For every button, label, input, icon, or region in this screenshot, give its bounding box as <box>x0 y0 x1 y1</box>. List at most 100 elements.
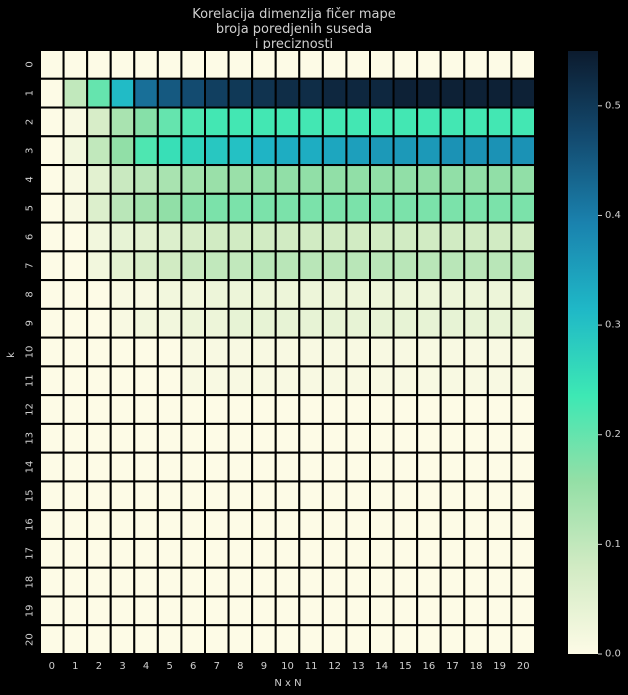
heatmap-cell <box>298 192 324 224</box>
x-tick-label: 12 <box>328 661 341 672</box>
heatmap-cell <box>133 509 159 540</box>
heatmap-cell <box>439 221 466 253</box>
heatmap-cell <box>510 279 536 310</box>
heatmap-cell <box>369 422 395 454</box>
heatmap-cell <box>369 566 395 598</box>
y-tick-label: 14 <box>25 461 36 474</box>
heatmap-cell <box>86 164 112 195</box>
heatmap-cell <box>204 624 230 656</box>
heatmap-cell <box>416 537 442 569</box>
heatmap-cell <box>369 135 395 167</box>
heatmap-cell <box>39 537 65 569</box>
heatmap-cell <box>204 250 230 282</box>
heatmap-cell <box>156 480 183 512</box>
heatmap-cell <box>133 279 159 310</box>
heatmap-cell <box>156 595 183 627</box>
heatmap-cell <box>345 422 371 454</box>
heatmap-cell <box>463 566 489 598</box>
heatmap-cell <box>416 365 442 397</box>
heatmap-cell <box>86 336 112 368</box>
heatmap-cell <box>204 537 230 569</box>
heatmap-cell <box>227 164 254 195</box>
heatmap-cell <box>133 106 159 138</box>
heatmap-cell <box>62 566 89 598</box>
heatmap-cell <box>180 451 207 483</box>
heatmap-cell <box>274 221 301 253</box>
heatmap-cell <box>392 624 419 656</box>
heatmap-cell <box>321 135 348 167</box>
heatmap-cell <box>251 394 277 425</box>
heatmap-cell <box>392 192 419 224</box>
heatmap-cell <box>416 451 442 483</box>
heatmap-cell <box>109 566 136 598</box>
heatmap-cell <box>510 394 536 425</box>
heatmap-cell <box>204 566 230 598</box>
y-tick-label: 4 <box>25 176 36 182</box>
heatmap-cell <box>62 394 89 425</box>
heatmap-cell <box>156 624 183 656</box>
heatmap-cell <box>298 135 324 167</box>
heatmap-cell <box>463 307 489 339</box>
heatmap-cell <box>298 624 324 656</box>
heatmap-cell <box>321 279 348 310</box>
heatmap-cell <box>204 422 230 454</box>
heatmap-cell <box>321 509 348 540</box>
heatmap-cell <box>156 422 183 454</box>
heatmap-cell <box>439 422 466 454</box>
heatmap-cell <box>251 164 277 195</box>
heatmap-cell <box>345 279 371 310</box>
heatmap-cell <box>180 480 207 512</box>
heatmap-cell <box>133 307 159 339</box>
heatmap-cell <box>251 566 277 598</box>
x-tick-label: 14 <box>375 661 388 672</box>
heatmap-cell <box>392 307 419 339</box>
heatmap-cell <box>345 509 371 540</box>
heatmap-cell <box>486 336 513 368</box>
heatmap-cell <box>204 394 230 425</box>
heatmap-cell <box>298 164 324 195</box>
heatmap-cell <box>109 480 136 512</box>
heatmap-cell <box>39 192 65 224</box>
heatmap-cell <box>274 422 301 454</box>
heatmap-cell <box>180 77 207 109</box>
heatmap-cell <box>416 135 442 167</box>
heatmap-cell <box>86 49 112 80</box>
y-tick-label: 11 <box>25 374 36 387</box>
heatmap-cell <box>86 135 112 167</box>
heatmap-cell <box>227 537 254 569</box>
heatmap-cell <box>62 480 89 512</box>
heatmap-cell <box>180 422 207 454</box>
heatmap-cell <box>86 221 112 253</box>
heatmap-cell <box>274 336 301 368</box>
heatmap-cell <box>274 595 301 627</box>
heatmap-cell <box>369 451 395 483</box>
heatmap-cell <box>274 537 301 569</box>
heatmap-cell <box>204 480 230 512</box>
heatmap-cell <box>486 624 513 656</box>
heatmap-cell <box>463 49 489 80</box>
x-tick-label: 20 <box>517 661 530 672</box>
heatmap-cell <box>86 480 112 512</box>
heatmap-cell <box>39 566 65 598</box>
x-tick-label: 8 <box>237 661 243 672</box>
colorbar-tick-label: 0.1 <box>605 539 621 550</box>
heatmap-cell <box>62 509 89 540</box>
colorbar-tick-label: 0.5 <box>605 100 621 111</box>
heatmap-cell <box>156 77 183 109</box>
heatmap-cell <box>204 451 230 483</box>
heatmap-cell <box>227 422 254 454</box>
y-tick-label: 9 <box>25 320 36 326</box>
heatmap-cell <box>510 49 536 80</box>
heatmap-cell <box>109 164 136 195</box>
heatmap-cell <box>180 336 207 368</box>
heatmap-cell <box>486 106 513 138</box>
heatmap-cell <box>204 509 230 540</box>
heatmap-cell <box>321 77 348 109</box>
heatmap-cell <box>133 422 159 454</box>
heatmap-cell <box>109 135 136 167</box>
heatmap-cell <box>133 451 159 483</box>
heatmap-cell <box>298 566 324 598</box>
y-tick-label: 8 <box>25 291 36 297</box>
x-tick-label: 2 <box>96 661 102 672</box>
heatmap-cell <box>510 480 536 512</box>
